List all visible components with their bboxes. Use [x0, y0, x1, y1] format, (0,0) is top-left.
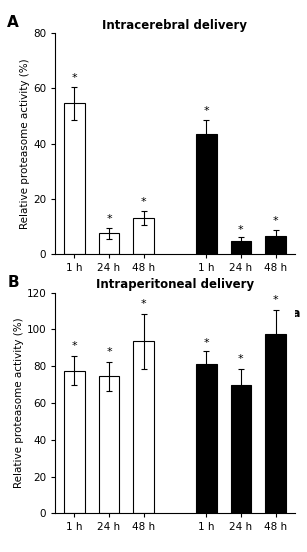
Text: *: * [106, 214, 112, 224]
Y-axis label: Relative proteasome activity (%): Relative proteasome activity (%) [14, 317, 24, 489]
Bar [196, 134, 217, 254]
Title: Intracerebral delivery: Intracerebral delivery [103, 19, 247, 32]
Bar [231, 241, 251, 254]
Bar [133, 218, 154, 254]
Bar [64, 371, 85, 513]
Text: A: A [7, 15, 19, 30]
Text: *: * [238, 225, 244, 235]
Text: *: * [273, 295, 278, 305]
Text: *: * [238, 354, 244, 364]
Y-axis label: Relative proteasome activity (%): Relative proteasome activity (%) [20, 58, 30, 229]
Text: *: * [72, 342, 77, 352]
Bar [265, 334, 286, 513]
Text: *: * [106, 347, 112, 357]
Text: Sham: Sham [91, 307, 127, 320]
Bar [99, 376, 119, 513]
Bar [265, 236, 286, 254]
Text: *: * [204, 106, 209, 116]
Bar [133, 341, 154, 513]
Text: *: * [141, 299, 146, 309]
Text: *: * [72, 73, 77, 83]
Text: *: * [141, 197, 146, 207]
Title: Intraperitoneal delivery: Intraperitoneal delivery [96, 278, 254, 291]
Text: *: * [204, 338, 209, 348]
Bar [64, 104, 85, 254]
Bar [231, 385, 251, 513]
Bar [99, 233, 119, 254]
Text: Cerebral ischemia: Cerebral ischemia [181, 307, 301, 320]
Text: *: * [273, 216, 278, 226]
Text: B: B [7, 275, 19, 290]
Bar [196, 364, 217, 513]
